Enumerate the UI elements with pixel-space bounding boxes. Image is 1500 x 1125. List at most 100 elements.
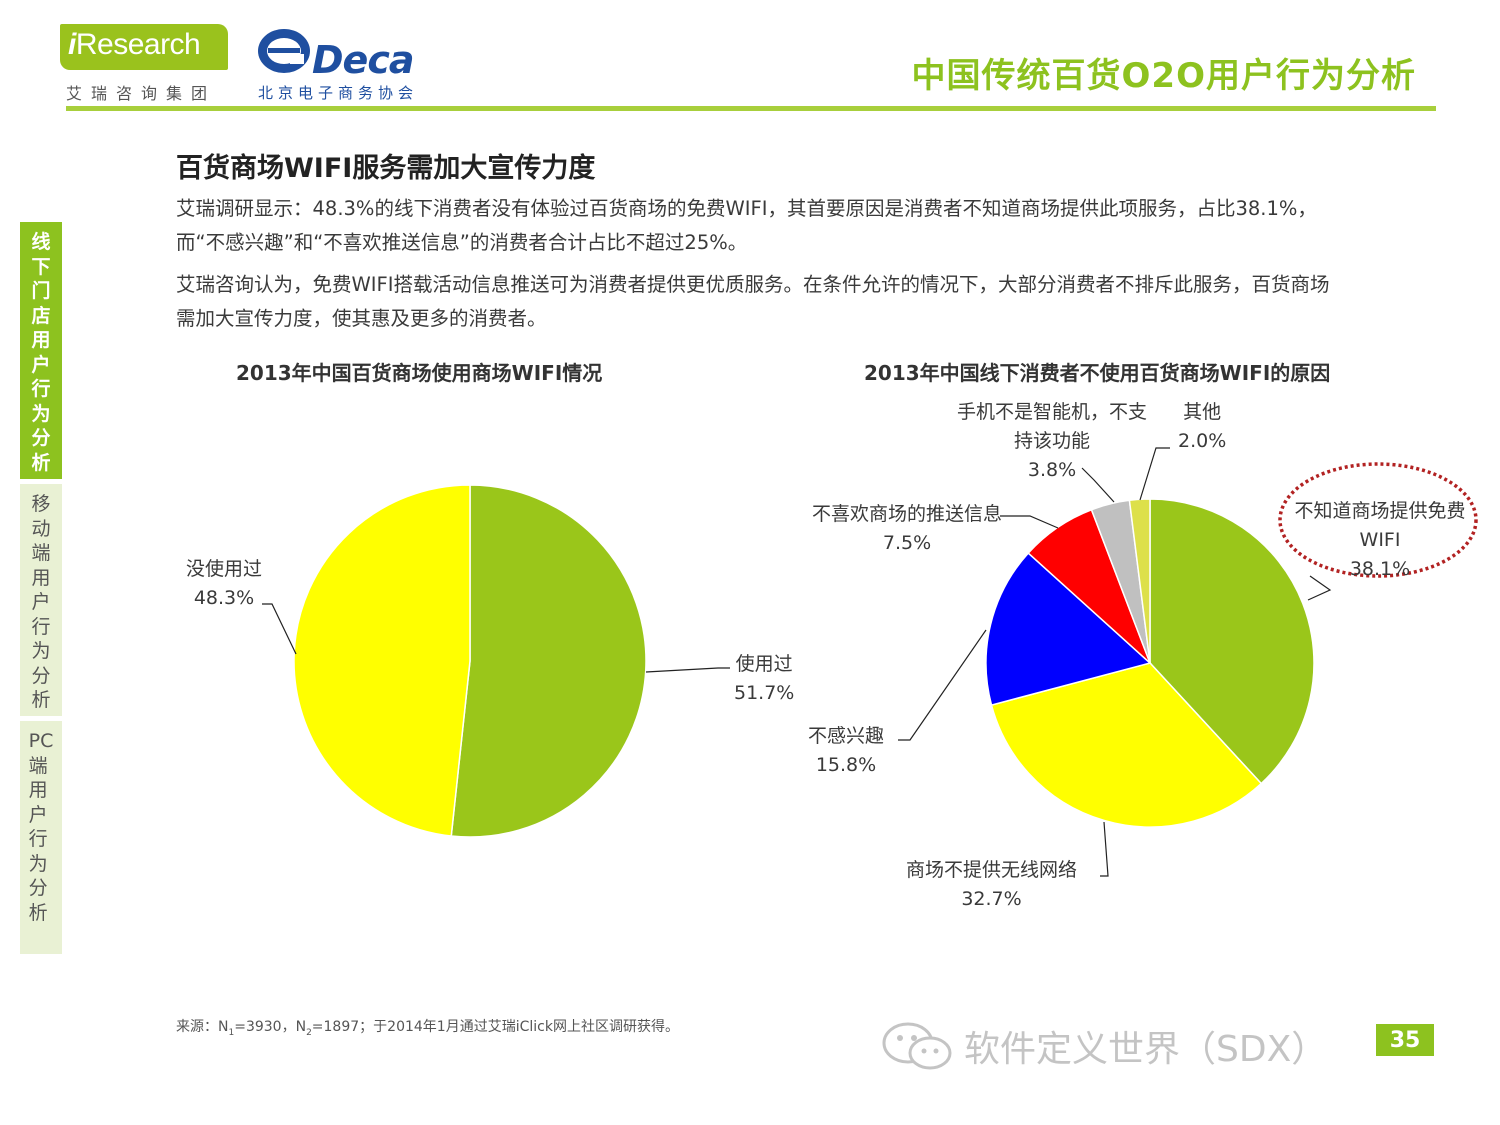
section-title: 百货商场WIFI服务需加大宣传力度: [176, 153, 596, 184]
chart2-label-no-wireless: 商场不提供无线网络 32.7%: [906, 856, 1077, 914]
highlight-circle: [1278, 462, 1478, 578]
page-number: 35: [1376, 1024, 1434, 1056]
chart2-label-not-smartphone: 手机不是智能机，不支持该功能 3.8%: [954, 398, 1150, 485]
chart2-slice-2: [985, 552, 1152, 706]
iresearch-logo-word: Research: [75, 28, 201, 61]
chart2-label-not-smartphone-name: 手机不是智能机，不支持该功能: [956, 401, 1147, 452]
nav-char: 分: [31, 427, 51, 449]
chart2-label-dislike-push-name: 不喜欢商场的推送信息: [812, 503, 1003, 525]
nav-char: 分: [31, 664, 51, 687]
wechat-icon: [882, 1022, 952, 1070]
leader-line-5: [1000, 515, 1059, 529]
chart1-title: 2013年中国百货商场使用商场WIFI情况: [236, 361, 603, 385]
nav-char: 下: [31, 255, 51, 278]
chart1-label-used-name: 使用过: [735, 653, 793, 675]
pie-chart-wifi-usage: [293, 484, 647, 838]
header-divider: [66, 106, 1436, 111]
chart2-title: 2013年中国线下消费者不使用百货商场WIFI的原因: [864, 361, 1331, 385]
leader-line-4: [898, 629, 987, 741]
chart2-label-unaware-value: 38.1%: [1349, 558, 1411, 580]
watermark: 软件定义世界（SDX）: [880, 1020, 1327, 1072]
nav-char: 店: [31, 304, 51, 327]
nav-char: 析: [31, 689, 51, 711]
chart2-label-other-name: 其他: [1183, 401, 1222, 423]
nav-char: 用: [31, 329, 51, 351]
nav-char: 分: [28, 877, 48, 899]
nav-char: 行: [31, 378, 51, 400]
source-n1-value: =3930，N: [234, 1019, 307, 1035]
chart2-label-other: 其他 2.0%: [1178, 398, 1226, 456]
nav-char: 为: [31, 640, 51, 662]
chart1-slice-0: [450, 484, 647, 838]
leader-lines: [262, 447, 1332, 877]
leader-line-3: [1100, 821, 1109, 877]
chart2-label-dislike-push: 不喜欢商场的推送信息 7.5%: [812, 500, 1002, 558]
nav-item-pc-label: PC 端用户行为分析: [29, 729, 54, 925]
chart2-label-dislike-push-value: 7.5%: [882, 532, 932, 554]
chart2-label-unaware-name: 不知道商场提供免费WIFI: [1294, 500, 1466, 551]
nav-char: 线: [31, 231, 51, 253]
iresearch-logo-i: i: [68, 28, 76, 61]
leader-line-7: [1139, 447, 1170, 501]
nav-char: 为: [31, 402, 51, 425]
chart1-label-not-used-name: 没使用过: [186, 558, 263, 580]
nav-char: 户: [28, 803, 48, 826]
nav-char: 动: [31, 517, 51, 540]
leader-line-0: [262, 603, 297, 655]
chart2-slice-0: [1149, 498, 1315, 785]
chart1-slice-1: [293, 484, 471, 837]
source-n2-value: =1897；于2014年1月通过艾瑞iClick网上社区调研获得。: [311, 1019, 679, 1035]
pie-chart-non-use-reasons: [985, 498, 1315, 828]
deca-e-icon: [258, 29, 310, 73]
nav-item-offline-store-label: 线下门店用户行为分析: [31, 230, 50, 475]
deca-logo-subtitle: 北京电子商务协会: [258, 84, 419, 102]
deca-logo-text: Deca: [312, 38, 414, 82]
nav-char: 行: [31, 615, 51, 638]
nav-char: 端: [28, 754, 48, 777]
nav-item-pc[interactable]: PC 端用户行为分析: [20, 721, 62, 954]
nav-item-mobile[interactable]: 移动端用户行为分析: [20, 484, 62, 716]
chart2-label-no-wireless-name: 商场不提供无线网络: [906, 859, 1078, 881]
source-note: 来源：N1=3930，N2=1897；于2014年1月通过艾瑞iClick网上社…: [176, 1016, 679, 1038]
side-nav: 线下门店用户行为分析 移动端用户行为分析 PC 端用户行为分析: [20, 222, 64, 959]
chart1-label-not-used-value: 48.3%: [193, 587, 255, 609]
chart2-label-other-value: 2.0%: [1178, 430, 1227, 452]
iresearch-logo: iResearch 艾瑞咨询集团: [58, 22, 238, 103]
chart2-label-unaware: 不知道商场提供免费WIFI 38.1%: [1284, 497, 1476, 584]
nav-char: 行: [28, 828, 48, 850]
source-prefix: 来源：N: [176, 1019, 229, 1035]
report-title: 中国传统百货O2O用户行为分析: [911, 56, 1416, 96]
nav-char: 端: [31, 542, 51, 564]
chart2-label-not-interested: 不感兴趣 15.8%: [808, 722, 884, 780]
chart1-label-not-used: 没使用过 48.3%: [186, 555, 262, 613]
nav-char: PC: [28, 730, 54, 752]
chart1-label-used: 使用过 51.7%: [734, 650, 794, 708]
iresearch-logo-badge: [60, 24, 228, 70]
nav-item-offline-store[interactable]: 线下门店用户行为分析: [20, 222, 62, 479]
nav-char: 移: [31, 493, 51, 515]
chart2-label-not-interested-name: 不感兴趣: [808, 725, 885, 747]
watermark-text: 软件定义世界（SDX）: [964, 1029, 1328, 1070]
nav-char: 析: [28, 901, 48, 924]
chart2-label-not-interested-value: 15.8%: [815, 754, 877, 776]
paragraph-research-finding: 艾瑞调研显示：48.3%的线下消费者没有体验过百货商场的免费WIFI，其首要原因…: [176, 197, 1317, 254]
leader-line-1: [645, 667, 730, 673]
leader-line-2: [1307, 575, 1332, 601]
chart1-label-used-value: 51.7%: [734, 682, 795, 704]
source-n2-subscript: 2: [306, 1027, 312, 1038]
nav-char: 用: [31, 566, 51, 589]
nav-char: 为: [28, 852, 48, 875]
nav-char: 户: [31, 353, 51, 376]
source-n1-subscript: 1: [228, 1027, 235, 1038]
iresearch-logo-text: iResearch: [68, 28, 201, 62]
iresearch-logo-subtitle: 艾瑞咨询集团: [66, 84, 217, 103]
deca-logo: Deca 北京电子商务协会: [256, 24, 456, 104]
nav-item-mobile-label: 移动端用户行为分析: [31, 492, 50, 713]
nav-char: 析: [31, 451, 51, 474]
nav-char: 户: [31, 591, 51, 613]
nav-char: 门: [31, 280, 51, 302]
chart2-label-not-smartphone-value: 3.8%: [1027, 459, 1077, 481]
chart2-slice-1: [990, 662, 1263, 828]
nav-char: 用: [28, 779, 48, 801]
